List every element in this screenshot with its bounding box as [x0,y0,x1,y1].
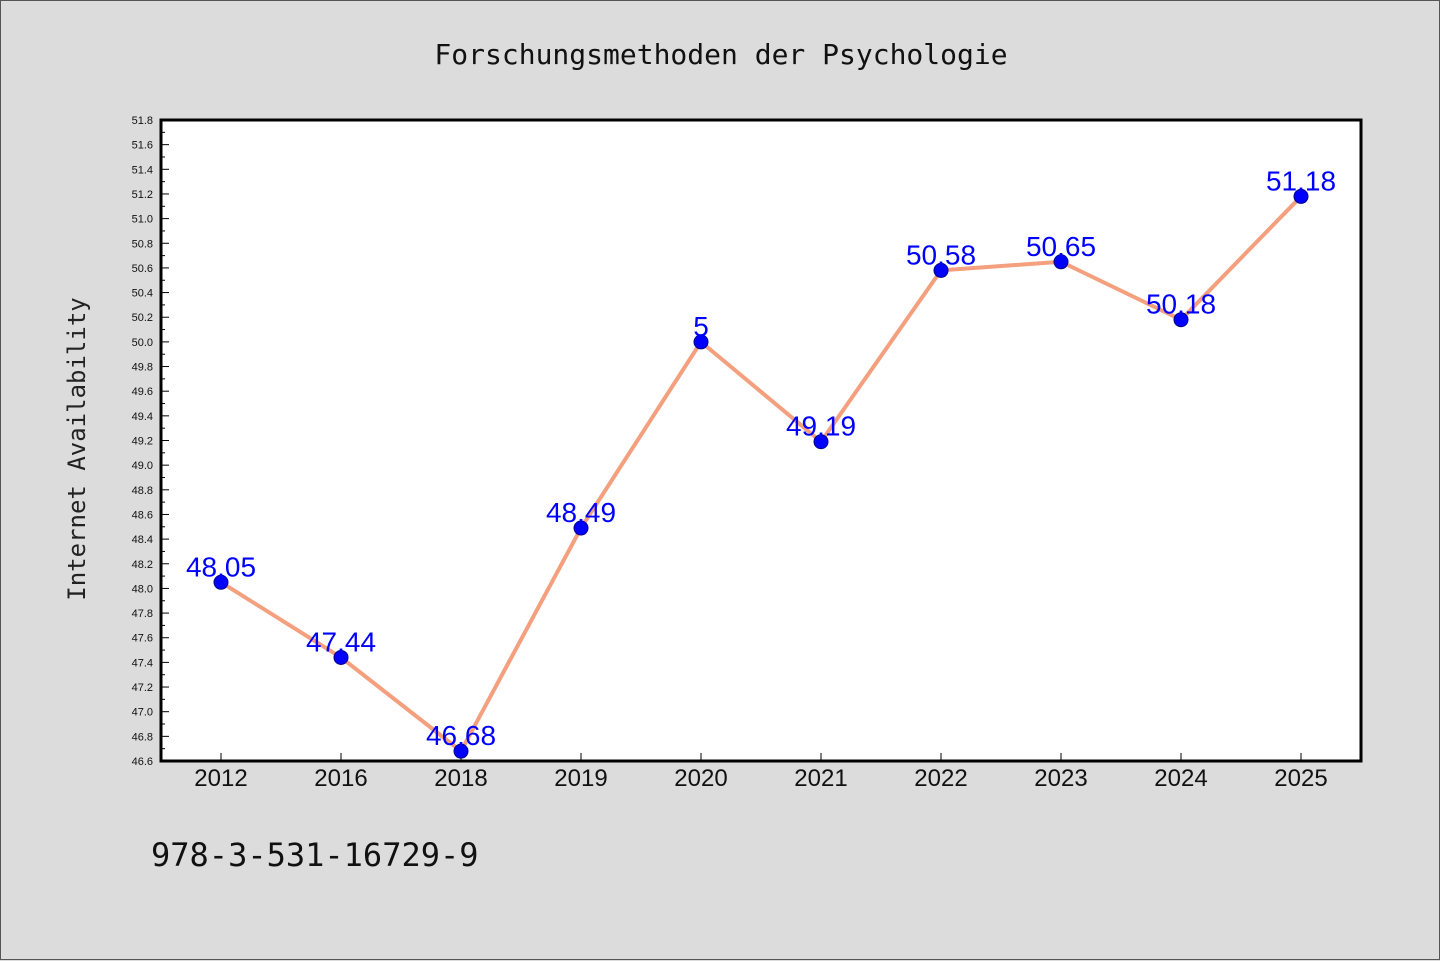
data-point [693,334,709,350]
data-point [813,434,829,450]
x-tick-label: 2020 [674,765,727,792]
y-tick-label: 51.2 [132,189,153,201]
x-tick-label: 2018 [434,765,487,792]
y-tick-label: 51.4 [132,164,153,176]
data-label: 50.65 [1026,231,1096,262]
y-tick-label: 46.8 [132,731,153,743]
x-axis-ticks: 2012 2016 2018 2019 2020 2021 2022 2023 2024 2025 [194,753,1328,792]
y-tick-label: 47.2 [132,682,153,694]
data-label: 47.44 [306,626,376,657]
data-point [933,262,949,278]
data-label: 51.18 [1266,165,1336,196]
x-tick-label: 2022 [914,765,967,792]
y-tick-label: 50.6 [132,263,153,275]
x-tick-label: 2025 [1274,765,1327,792]
x-tick-label: 2012 [194,765,247,792]
x-tick-label: 2023 [1034,765,1087,792]
data-label: 50.18 [1146,289,1216,320]
data-label: 48.49 [546,497,616,528]
y-tick-label: 47.8 [132,608,153,620]
y-axis-label: Internet Availability [63,297,91,600]
data-point [1293,188,1309,204]
data-label: 49.19 [786,411,856,442]
plot-area [159,118,1363,763]
data-point [453,743,469,759]
data-labels: 48.05 47.44 46.68 48.49 5 49.19 50.58 50.65 50.1… [186,165,1336,751]
data-label: 46.68 [426,720,496,751]
y-tick-label: 48.6 [132,509,153,521]
data-label: 50.58 [906,239,976,270]
y-tick-label: 49.6 [132,386,153,398]
y-tick-label: 47.6 [132,633,153,645]
y-tick-label: 46.6 [132,756,153,768]
data-label: 48.05 [186,551,256,582]
y-tick-label: 49.8 [132,362,153,374]
x-tick-label: 2021 [794,765,847,792]
y-tick-label: 50.4 [132,288,153,300]
y-tick-label: 48.8 [132,485,153,497]
data-point [213,574,229,590]
y-tick-label: 51.0 [132,214,153,226]
y-tick-label: 49.2 [132,436,153,448]
x-tick-label: 2024 [1154,765,1207,792]
isbn-text: 978-3-531-16729-9 [151,836,479,874]
data-label: 5 [693,311,709,342]
y-tick-label: 50.8 [132,238,153,250]
x-tick-label: 2016 [314,765,367,792]
y-axis-ticks: 46.6 46.8 47.0 47.2 47.4 47.6 47.8 48.0 48.2 48.4… [132,115,169,768]
chart-title: Forschungsmethoden der Psychologie [434,38,1007,71]
data-markers [213,188,1309,759]
x-tick-label: 2019 [554,765,607,792]
y-tick-label: 51.8 [132,115,153,127]
y-tick-label: 48.2 [132,559,153,571]
series-line [219,195,1303,754]
y-tick-label: 49.0 [132,460,153,472]
y-tick-label: 50.2 [132,312,153,324]
y-tick-label: 48.4 [132,534,153,546]
y-tick-label: 48.0 [132,583,153,595]
y-tick-label: 47.0 [132,707,153,719]
data-point [333,649,349,665]
y-tick-label: 50.0 [132,337,153,349]
data-point [1053,254,1069,270]
y-tick-label: 47.4 [132,657,153,669]
data-point [573,520,589,536]
y-tick-label: 49.4 [132,411,153,423]
y-tick-label: 51.6 [132,140,153,152]
data-point [1173,312,1189,328]
